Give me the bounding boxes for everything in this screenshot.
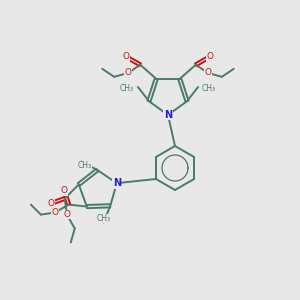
Text: N: N: [164, 110, 172, 120]
Text: N: N: [113, 178, 121, 188]
Text: O: O: [206, 52, 213, 61]
Text: O: O: [125, 68, 132, 77]
Text: CH₃: CH₃: [202, 85, 216, 94]
Text: O: O: [123, 52, 130, 61]
Text: O: O: [60, 186, 67, 195]
Text: CH₃: CH₃: [97, 214, 111, 223]
Text: O: O: [47, 199, 54, 208]
Text: O: O: [63, 210, 70, 219]
Text: O: O: [51, 208, 58, 217]
Text: CH₃: CH₃: [120, 85, 134, 94]
Text: CH₃: CH₃: [77, 161, 92, 170]
Text: O: O: [204, 68, 211, 77]
